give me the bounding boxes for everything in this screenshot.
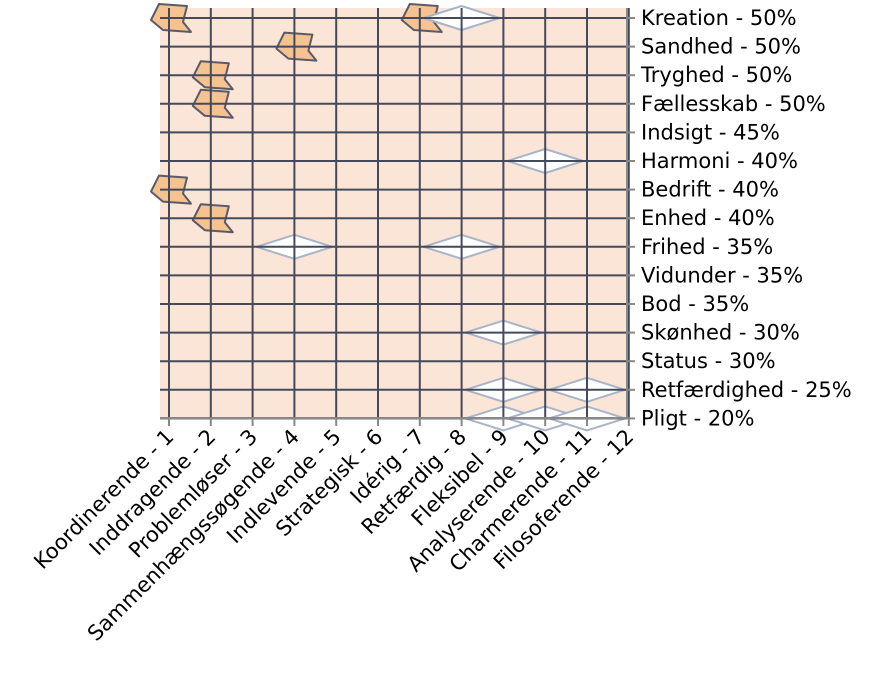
- y-tick-label: Bod - 35%: [641, 292, 749, 316]
- y-tick-label: Fællesskab - 50%: [641, 92, 826, 116]
- y-tick-label: Kreation - 50%: [641, 6, 797, 30]
- y-tick-label: Skønhed - 30%: [641, 321, 800, 345]
- y-tick-label: Status - 30%: [641, 349, 776, 373]
- plot-background: [160, 8, 627, 418]
- y-tick-label: Indsigt - 45%: [641, 120, 780, 144]
- y-tick-label: Pligt - 20%: [641, 406, 755, 430]
- y-tick-label: Harmoni - 40%: [641, 149, 798, 173]
- y-tick-label: Vidunder - 35%: [641, 263, 803, 287]
- y-tick-label: Retfærdighed - 25%: [641, 378, 852, 402]
- y-tick-label: Sandhed - 50%: [641, 35, 801, 59]
- y-tick-label: Frihed - 35%: [641, 235, 773, 259]
- y-tick-label: Bedrift - 40%: [641, 178, 779, 202]
- plot-area: [150, 3, 630, 432]
- y-tick-label: Enhed - 40%: [641, 206, 775, 230]
- y-tick-label: Tryghed - 50%: [640, 63, 792, 87]
